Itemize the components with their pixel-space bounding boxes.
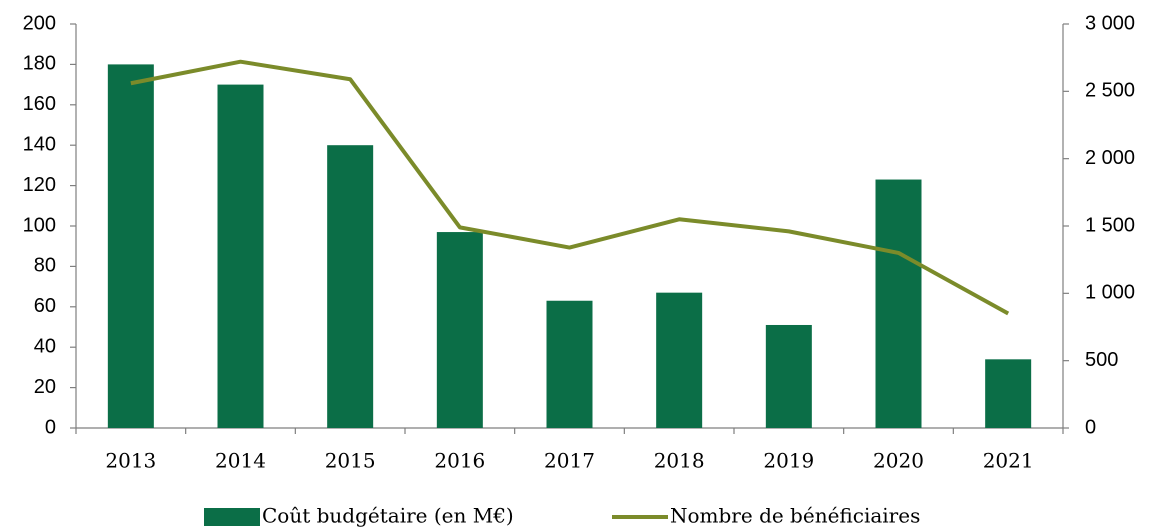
- y2-tick-label: 1 500: [1085, 214, 1135, 236]
- bar: [985, 359, 1032, 428]
- y-tick-label: 40: [34, 335, 56, 357]
- y-tick-label: 120: [23, 174, 56, 196]
- x-tick-label: 2017: [544, 449, 595, 473]
- y-tick-label: 200: [23, 12, 56, 34]
- y2-tick-label: 3 000: [1085, 12, 1135, 34]
- x-tick-label: 2015: [325, 449, 376, 473]
- y-tick-label: 20: [34, 376, 56, 398]
- bar: [765, 324, 812, 428]
- y2-tick-label: 2 500: [1085, 80, 1135, 102]
- x-tick-label: 2019: [763, 449, 814, 473]
- x-tick-label: 2018: [654, 449, 705, 473]
- bar: [875, 179, 922, 428]
- legend-label: Nombre de bénéficiaires: [670, 504, 920, 528]
- x-tick-label: 2020: [873, 449, 924, 473]
- bar: [217, 84, 264, 428]
- legend-label: Coût budgétaire (en M€): [262, 504, 514, 528]
- x-tick-label: 2014: [215, 449, 266, 473]
- y-tick-label: 0: [45, 416, 56, 438]
- bar: [436, 232, 483, 428]
- y-tick-label: 100: [23, 214, 56, 236]
- y-tick-label: 180: [23, 53, 56, 75]
- x-tick-label: 2021: [983, 449, 1034, 473]
- y2-tick-label: 500: [1085, 349, 1118, 371]
- line: [130, 59, 1010, 316]
- y-tick-label: 60: [34, 295, 56, 317]
- bar: [327, 145, 374, 428]
- x-tick-label: 2016: [434, 449, 485, 473]
- y2-tick-label: 0: [1085, 416, 1096, 438]
- x-tick-label: 2013: [105, 449, 156, 473]
- y2-tick-label: 1 000: [1085, 282, 1135, 304]
- legend-swatch: [204, 508, 260, 526]
- bar: [656, 292, 703, 428]
- y-tick-label: 80: [34, 255, 56, 277]
- y-tick-label: 140: [23, 133, 56, 155]
- bar: [546, 300, 593, 428]
- bar: [107, 64, 154, 429]
- y-tick-label: 160: [23, 93, 56, 115]
- y2-tick-label: 2 000: [1085, 147, 1135, 169]
